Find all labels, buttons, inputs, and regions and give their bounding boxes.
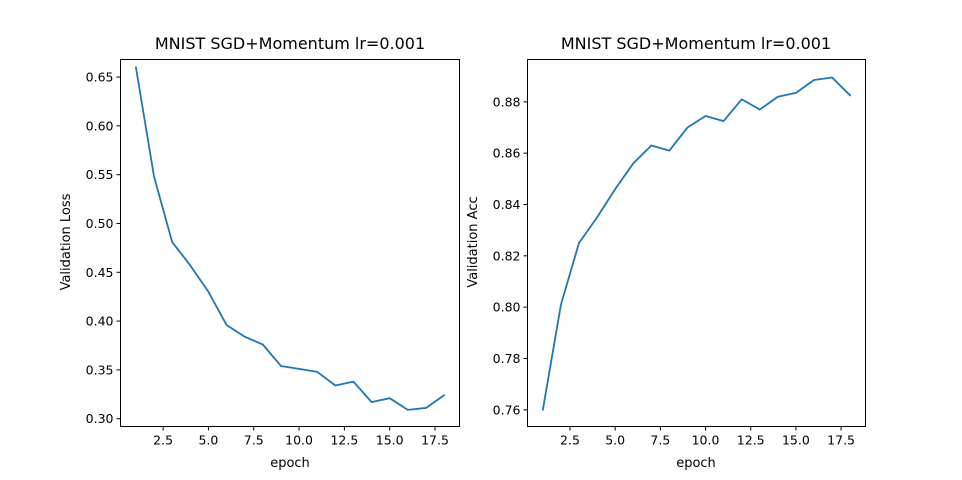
loss-y-tick-label: 0.60 [86,118,114,133]
accuracy-series-line [541,76,852,411]
loss-y-tick-label: 0.65 [86,70,114,85]
loss-y-tick-label: 0.40 [86,314,114,329]
loss-x-tick-label: 17.5 [421,433,449,448]
accuracy-x-tick-label: 12.5 [737,433,765,448]
loss-x-tick-label: 10.0 [285,433,313,448]
loss-x-tick-label: 15.0 [376,433,404,448]
accuracy-y-tick-label: 0.84 [493,197,521,212]
accuracy-x-tick-label: 17.5 [827,433,855,448]
loss-chart-title: MNIST SGD+Momentum lr=0.001 [155,34,425,53]
accuracy-chart-x-axis-label: epoch [676,456,716,471]
accuracy-y-tick-label: 0.78 [493,351,521,366]
accuracy-y-tick-label: 0.80 [493,300,521,315]
accuracy-chart-y-axis-label: Validation Acc [466,196,481,287]
loss-y-tick-label: 0.45 [86,265,114,280]
accuracy-y-tick-label: 0.82 [493,248,521,263]
accuracy-chart-ticks: 2.5 5.0 7.5 10.0 12.5 15.0 17.5 0.76 0.78 0.80 0.8… [493,94,855,447]
accuracy-chart-title: MNIST SGD+Momentum lr=0.001 [561,34,831,53]
accuracy-x-tick-label: 7.5 [650,433,670,448]
loss-y-tick-label: 0.50 [86,216,114,231]
loss-chart-frame [120,59,460,427]
accuracy-x-tick-label: 5.0 [605,433,625,448]
loss-series-line [135,66,445,411]
accuracy-x-tick-label: 10.0 [692,433,720,448]
accuracy-y-tick-label: 0.88 [493,94,521,109]
loss-chart-ticks: 2.5 5.0 7.5 10.0 12.5 15.0 17.5 0.30 0.35 0.40 0.4… [86,70,449,448]
accuracy-x-tick-label: 2.5 [560,433,580,448]
loss-x-tick-label: 2.5 [153,433,173,448]
loss-y-tick-label: 0.30 [86,411,114,426]
loss-y-tick-label: 0.35 [86,362,114,377]
accuracy-chart: MNIST SGD+Momentum lr=0.001 epoch Valida… [466,34,866,471]
loss-x-tick-label: 5.0 [198,433,218,448]
loss-x-tick-label: 7.5 [244,433,264,448]
accuracy-x-tick-label: 15.0 [782,433,810,448]
accuracy-chart-frame [527,59,866,427]
loss-chart: MNIST SGD+Momentum lr=0.001 epoch Valida… [59,34,460,471]
accuracy-y-tick-label: 0.86 [493,146,521,161]
accuracy-y-tick-label: 0.76 [493,402,521,417]
loss-x-tick-label: 12.5 [330,433,358,448]
loss-chart-x-axis-label: epoch [270,456,310,471]
loss-y-tick-label: 0.55 [86,167,114,182]
loss-chart-y-axis-label: Validation Loss [59,193,74,290]
